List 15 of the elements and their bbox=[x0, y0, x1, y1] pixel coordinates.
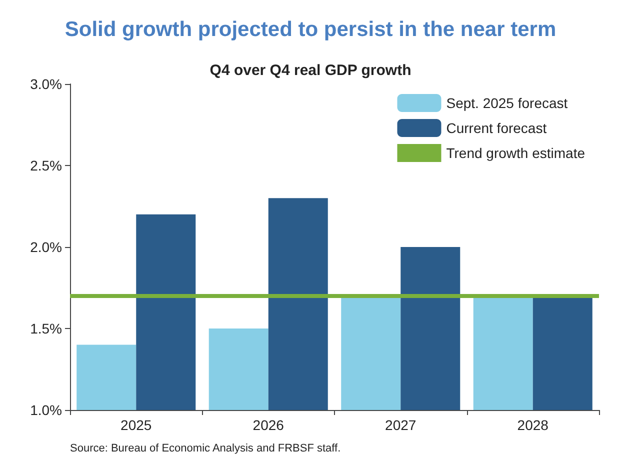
x-tick-label: 2025 bbox=[120, 417, 152, 433]
chart-subtitle: Q4 over Q4 real GDP growth bbox=[210, 62, 412, 79]
legend-label: Trend growth estimate bbox=[446, 145, 586, 161]
y-tick-label: 1.5% bbox=[30, 320, 62, 336]
legend-label: Current forecast bbox=[446, 120, 547, 136]
y-tick-label: 1.0% bbox=[30, 402, 62, 418]
y-tick-label: 3.0% bbox=[30, 76, 62, 92]
y-tick-label: 2.5% bbox=[30, 158, 62, 174]
x-tick-label: 2028 bbox=[517, 417, 549, 433]
y-tick-label: 2.0% bbox=[30, 239, 62, 255]
x-tick-label: 2026 bbox=[252, 417, 284, 433]
legend-label: Sept. 2025 forecast bbox=[446, 95, 568, 111]
source-note: Source: Bureau of Economic Analysis and FRBSF staff. bbox=[70, 442, 341, 454]
x-tick-label: 2027 bbox=[385, 417, 416, 433]
chart-title: Solid growth projected to persist in the near term bbox=[64, 18, 556, 41]
